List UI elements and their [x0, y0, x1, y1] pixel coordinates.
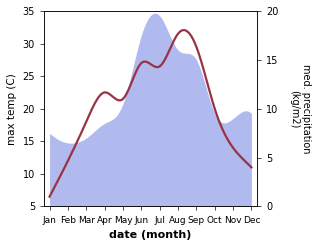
Y-axis label: med. precipitation
(kg/m2): med. precipitation (kg/m2) [289, 64, 311, 153]
Y-axis label: max temp (C): max temp (C) [7, 73, 17, 144]
X-axis label: date (month): date (month) [109, 230, 192, 240]
